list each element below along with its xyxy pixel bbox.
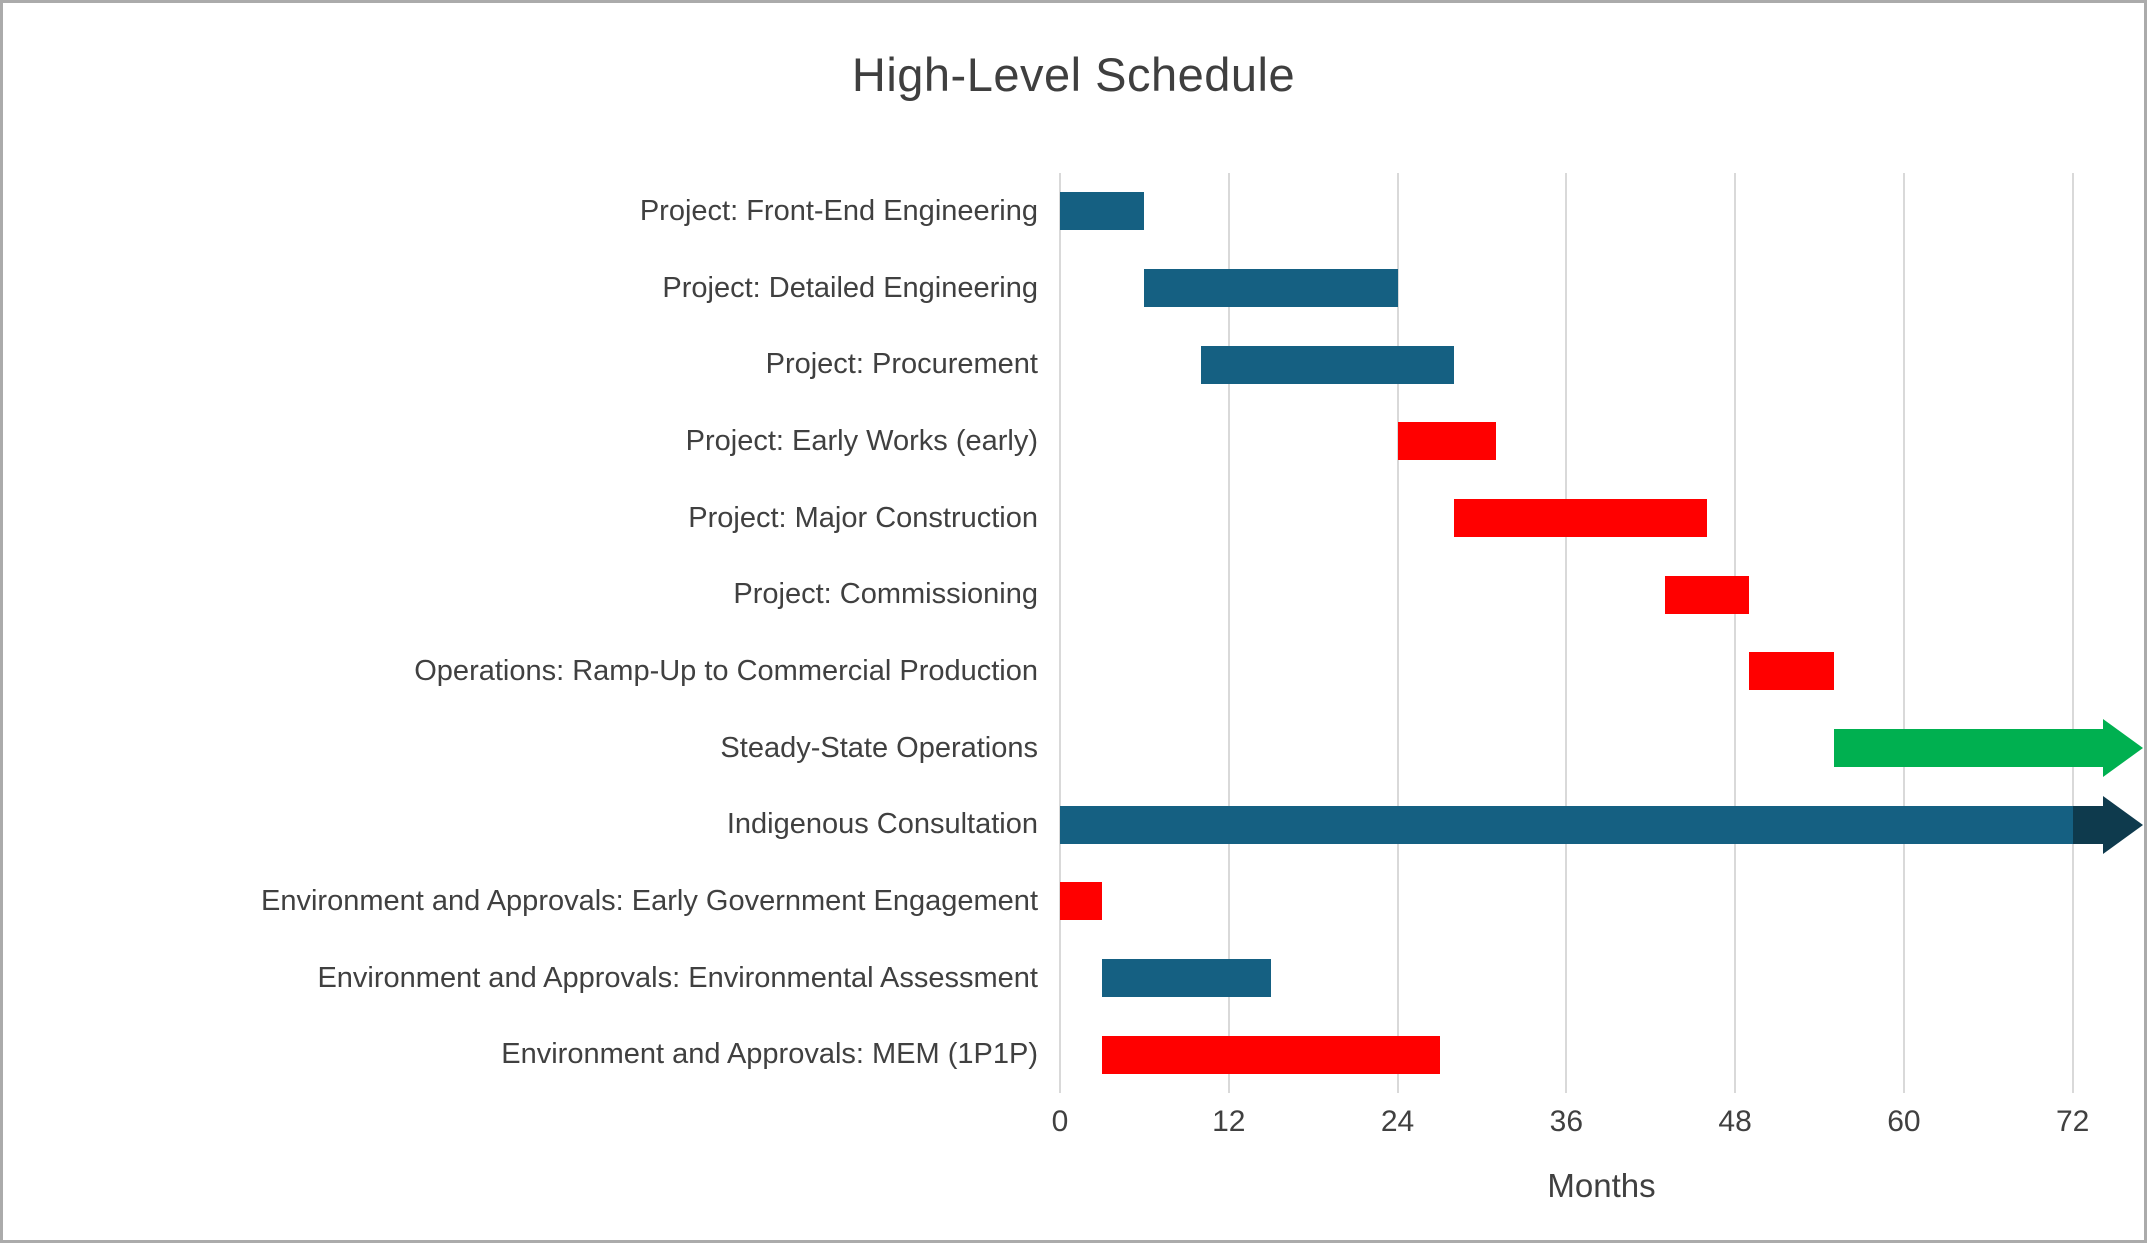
category-label-row: Project: Early Works (early) (3, 403, 1038, 480)
category-labels: Project: Front-End Engineering Project: D… (3, 173, 1038, 1093)
gridline (2071, 173, 2074, 1093)
chart-title: High-Level Schedule (851, 48, 1296, 101)
gantt-arrow-shaft (2100, 729, 2103, 767)
gridline (1227, 173, 1230, 1093)
gantt-bar (1060, 882, 1103, 921)
category-label-row: Environment and Approvals: Environmental… (3, 940, 1038, 1017)
category-label: Project: Procurement (765, 348, 1038, 381)
x-tick-label: 36 (1549, 1105, 1584, 1138)
category-label: Indigenous Consultation (726, 808, 1038, 841)
gantt-bar (1102, 959, 1271, 997)
gridline (1902, 173, 1905, 1093)
category-label: Steady-State Operations (720, 731, 1038, 764)
category-label-row: Project: Commissioning (3, 556, 1038, 633)
category-label: Project: Detailed Engineering (662, 271, 1038, 304)
category-label: Project: Major Construction (688, 501, 1038, 534)
x-tick-label: 0 (1051, 1105, 1069, 1138)
category-label-row: Steady-State Operations (3, 710, 1038, 787)
category-label: Environment and Approvals: Early Governm… (261, 884, 1038, 917)
category-label-row: Environment and Approvals: Early Governm… (3, 863, 1038, 940)
gridline (1734, 173, 1737, 1093)
gantt-bar (1060, 192, 1145, 231)
category-label-row: Operations: Ramp-Up to Commercial Produc… (3, 633, 1038, 710)
gantt-arrow-head (2103, 795, 2143, 854)
gridline (1565, 173, 1568, 1093)
category-label-row: Environment and Approvals: MEM (1P1P) (3, 1016, 1038, 1093)
gantt-bar (1749, 652, 1834, 691)
category-label-row: Project: Detailed Engineering (3, 250, 1038, 327)
gridline (1059, 173, 1061, 1093)
plot-area (1059, 173, 2143, 1093)
gantt-bar (1144, 269, 1398, 307)
gantt-bar (1397, 422, 1496, 461)
x-tick-label: 12 (1212, 1105, 1246, 1138)
category-label: Environment and Approvals: Environmental… (317, 961, 1038, 994)
category-label: Operations: Ramp-Up to Commercial Produc… (414, 654, 1038, 687)
category-label: Project: Early Works (early) (685, 424, 1038, 457)
x-axis-title: Months (1547, 1167, 1656, 1204)
category-label-row: Project: Front-End Engineering (3, 173, 1038, 250)
gantt-arrow-shaft (2072, 805, 2103, 844)
category-label-row: Indigenous Consultation (3, 786, 1038, 863)
x-axis-ticks: 0 12 24 36 48 60 72 (1052, 1105, 2143, 1147)
category-label: Environment and Approvals: MEM (1P1P) (501, 1038, 1038, 1071)
x-tick-label: 72 (2055, 1105, 2090, 1138)
x-tick-label: 48 (1718, 1105, 1752, 1138)
x-tick-label: 60 (1887, 1105, 1921, 1138)
gantt-bar (1102, 1035, 1440, 1074)
gantt-bar (1833, 729, 2101, 767)
gridline (1396, 173, 1399, 1093)
gantt-bar (1453, 499, 1707, 537)
gantt-arrow-head (2103, 719, 2143, 777)
gantt-bar (1060, 805, 2073, 844)
category-label: Project: Front-End Engineering (639, 194, 1038, 227)
category-label-row: Project: Major Construction (3, 480, 1038, 557)
x-tick-label: 24 (1380, 1105, 1415, 1138)
category-label: Project: Commissioning (733, 578, 1038, 611)
category-label-row: Project: Procurement (3, 326, 1038, 403)
gantt-bar (1200, 345, 1454, 384)
gantt-bar (1664, 575, 1750, 614)
